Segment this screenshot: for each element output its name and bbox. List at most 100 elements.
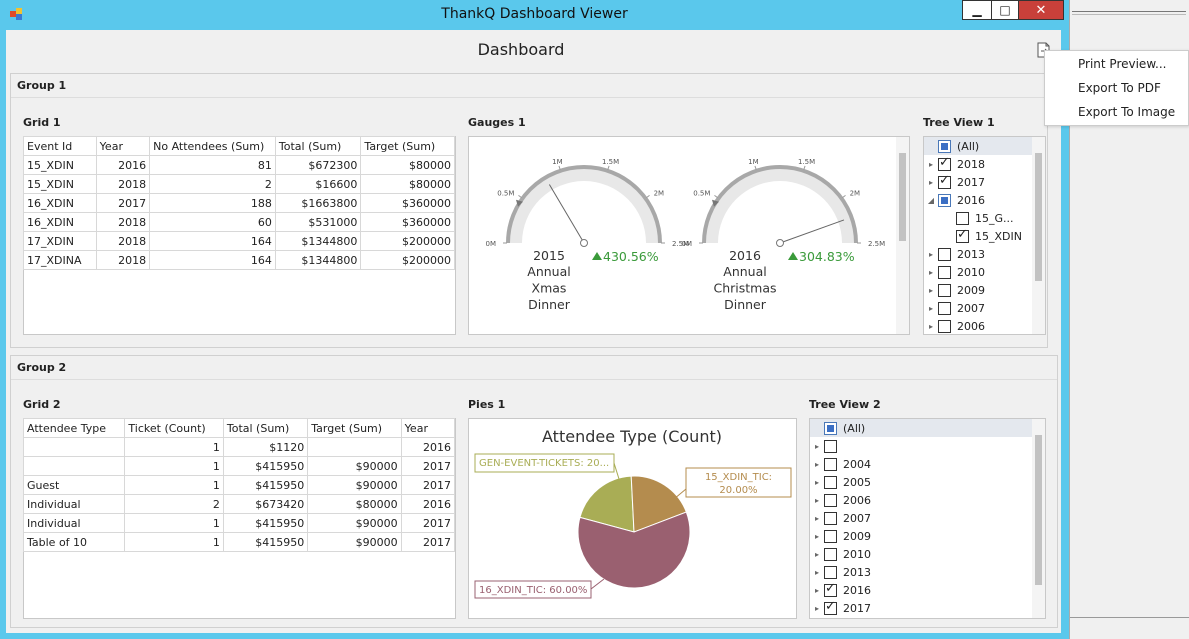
grid-1-column-header[interactable]: Total (Sum) bbox=[274, 136, 362, 156]
grid-1-row[interactable]: 16_XDIN 2017 188 $1663800 $360000 bbox=[23, 193, 455, 213]
expand-arrow-icon[interactable]: ▸ bbox=[928, 177, 933, 187]
grid-1-column-header[interactable]: No Attendees (Sum) bbox=[149, 136, 276, 156]
tree-view-2-checkbox[interactable] bbox=[824, 421, 837, 435]
tree-view-1-checkbox[interactable] bbox=[938, 319, 951, 333]
expand-arrow-icon[interactable]: ▸ bbox=[928, 303, 933, 313]
tree-view-1-item[interactable]: ▸ 2006 bbox=[924, 317, 1032, 334]
expand-arrow-icon[interactable]: ▸ bbox=[814, 585, 819, 595]
tree-view-2-item[interactable]: ▸ 2013 bbox=[810, 563, 1032, 581]
tree-view-2-checkbox[interactable] bbox=[824, 581, 837, 597]
tree-view-2-checkbox[interactable] bbox=[824, 529, 837, 543]
grid-1-row[interactable]: 15_XDIN 2018 2 $16600 $80000 bbox=[23, 174, 455, 194]
tree-view-2-item[interactable]: ▸ 2005 bbox=[810, 473, 1032, 491]
tree-view-1-checkbox[interactable] bbox=[938, 173, 951, 189]
tree-view-2-item[interactable]: ▸ 2009 bbox=[810, 527, 1032, 545]
tree-view-1-item[interactable]: 15_XDIN bbox=[924, 227, 1032, 245]
tree-view-2-item[interactable]: ▸ 2007 bbox=[810, 509, 1032, 527]
grid-2-row[interactable]: 1 $1120 2016 bbox=[22, 437, 456, 457]
grid-2-column-header[interactable]: Year bbox=[400, 418, 456, 438]
grid-1-column-header[interactable]: Target (Sum) bbox=[360, 136, 455, 156]
maximize-button[interactable]: □ bbox=[991, 0, 1019, 20]
expand-arrow-icon[interactable]: ▸ bbox=[928, 267, 933, 277]
expand-arrow-icon[interactable]: ▸ bbox=[814, 495, 819, 505]
tree-view-1-checkbox[interactable] bbox=[938, 283, 951, 297]
scrollbar-thumb[interactable] bbox=[899, 153, 906, 241]
tree-view-1-checkbox[interactable] bbox=[938, 193, 951, 207]
menu-item-export-pdf[interactable]: Export To PDF bbox=[1078, 81, 1161, 95]
menu-item-export-image[interactable]: Export To Image bbox=[1078, 105, 1176, 119]
expand-arrow-icon[interactable]: ▸ bbox=[814, 441, 819, 451]
tree-view-2-item[interactable]: ▸ 2010 bbox=[810, 545, 1032, 563]
grid-1-row[interactable]: 17_XDINA 2018 164 $1344800 $200000 bbox=[23, 250, 455, 270]
tree-view-1-item[interactable]: ◢ 2016 bbox=[924, 191, 1032, 209]
pie-slice[interactable] bbox=[577, 511, 691, 589]
tree-view-1-checkbox[interactable] bbox=[938, 155, 951, 171]
expand-arrow-icon[interactable]: ▸ bbox=[814, 567, 819, 577]
grid-1-column-header[interactable]: Event Id bbox=[23, 136, 97, 156]
expand-arrow-icon[interactable]: ◢ bbox=[927, 195, 935, 205]
grid-1-column-header[interactable]: Year bbox=[95, 136, 151, 156]
tree-view-2-checkbox[interactable] bbox=[824, 475, 837, 489]
tree-view-1-item[interactable]: 15_G... bbox=[924, 209, 1032, 227]
gauges-scrollbar[interactable] bbox=[896, 137, 909, 334]
grid-2-column-header[interactable]: Ticket (Count) bbox=[124, 418, 224, 438]
tree-view-1-item[interactable]: ▸ 2017 bbox=[924, 173, 1032, 191]
expand-arrow-icon[interactable]: ▸ bbox=[814, 531, 819, 541]
grid-1-row[interactable]: 17_XDIN 2018 164 $1344800 $200000 bbox=[23, 231, 455, 251]
tree-view-1-checkbox[interactable] bbox=[938, 265, 951, 279]
tree-view-2-checkbox[interactable] bbox=[824, 457, 837, 471]
expand-arrow-icon[interactable]: ▸ bbox=[814, 513, 819, 523]
expand-arrow-icon[interactable]: ▸ bbox=[814, 549, 819, 559]
grid-2-column-header[interactable]: Target (Sum) bbox=[307, 418, 402, 438]
grid-1-row[interactable]: 15_XDIN 2016 81 $672300 $80000 bbox=[23, 155, 455, 175]
expand-arrow-icon[interactable]: ▸ bbox=[814, 459, 819, 469]
tree-view-2-item[interactable]: ▸ 2004 bbox=[810, 455, 1032, 473]
tree-view-1-checkbox[interactable] bbox=[938, 247, 951, 261]
grid-2-row[interactable]: Individual 2 $673420 $80000 2016 bbox=[22, 494, 456, 514]
grid-2-row[interactable]: Guest 1 $415950 $90000 2017 bbox=[22, 475, 456, 495]
tree-view-2-item[interactable]: ▸ 2016 bbox=[810, 581, 1032, 599]
expand-arrow-icon[interactable]: ▸ bbox=[928, 321, 933, 331]
tree-view-1-item[interactable]: ▸ 2007 bbox=[924, 299, 1032, 317]
tree-view-1-item[interactable]: ▸ 2010 bbox=[924, 263, 1032, 281]
tree-view-2-checkbox[interactable] bbox=[824, 493, 837, 507]
tree-view-1-item[interactable]: ▸ 2009 bbox=[924, 281, 1032, 299]
tree-view-1-scrollbar[interactable] bbox=[1032, 137, 1045, 334]
grid-1-row[interactable]: 16_XDIN 2018 60 $531000 $360000 bbox=[23, 212, 455, 232]
tree-view-1-checkbox[interactable] bbox=[938, 139, 951, 153]
tree-view-2-checkbox[interactable] bbox=[824, 547, 837, 561]
pie-slice[interactable] bbox=[579, 475, 635, 533]
grid-2-row[interactable]: Table of 10 1 $415950 $90000 2017 bbox=[22, 532, 456, 552]
menu-item-print-preview[interactable]: Print Preview... bbox=[1078, 57, 1167, 71]
tree-view-2-checkbox[interactable] bbox=[824, 599, 837, 615]
scrollbar-thumb[interactable] bbox=[1035, 153, 1042, 281]
expand-arrow-icon[interactable]: ▸ bbox=[814, 603, 819, 613]
tree-view-2-item[interactable]: (All) bbox=[810, 419, 1032, 437]
tree-view-2-scrollbar[interactable] bbox=[1032, 419, 1045, 618]
tree-view-2-item[interactable]: ▸ 2006 bbox=[810, 491, 1032, 509]
grid-2-column-header[interactable]: Attendee Type bbox=[22, 418, 126, 438]
tree-view-1-item[interactable]: (All) bbox=[924, 137, 1032, 155]
expand-arrow-icon[interactable]: ▸ bbox=[928, 249, 933, 259]
grid-2-column-header[interactable]: Total (Sum) bbox=[222, 418, 309, 438]
tree-view-2-item[interactable]: ▸ bbox=[810, 437, 1032, 455]
tree-view-2-item[interactable]: ▸ 2017 bbox=[810, 599, 1032, 617]
scrollbar-thumb[interactable] bbox=[1035, 435, 1042, 585]
pies-1: Attendee Type (Count) GEN-EVENT-TICKETS: … bbox=[468, 418, 797, 619]
pie-slice[interactable] bbox=[630, 475, 687, 533]
tree-view-1-checkbox[interactable] bbox=[956, 227, 969, 243]
minimize-button[interactable]: ▁ bbox=[962, 0, 992, 20]
close-button[interactable]: ✕ bbox=[1018, 0, 1064, 20]
tree-view-2-checkbox[interactable] bbox=[824, 439, 837, 453]
tree-view-1-item[interactable]: ▸ 2018 bbox=[924, 155, 1032, 173]
expand-arrow-icon[interactable]: ▸ bbox=[928, 285, 933, 295]
tree-view-1-checkbox[interactable] bbox=[956, 211, 969, 225]
tree-view-1-checkbox[interactable] bbox=[938, 301, 951, 315]
grid-2-row[interactable]: 1 $415950 $90000 2017 bbox=[22, 456, 456, 476]
tree-view-2-checkbox[interactable] bbox=[824, 511, 837, 525]
tree-view-2-checkbox[interactable] bbox=[824, 565, 837, 579]
expand-arrow-icon[interactable]: ▸ bbox=[928, 159, 933, 169]
tree-view-1-item[interactable]: ▸ 2013 bbox=[924, 245, 1032, 263]
grid-2-row[interactable]: Individual 1 $415950 $90000 2017 bbox=[22, 513, 456, 533]
expand-arrow-icon[interactable]: ▸ bbox=[814, 477, 819, 487]
